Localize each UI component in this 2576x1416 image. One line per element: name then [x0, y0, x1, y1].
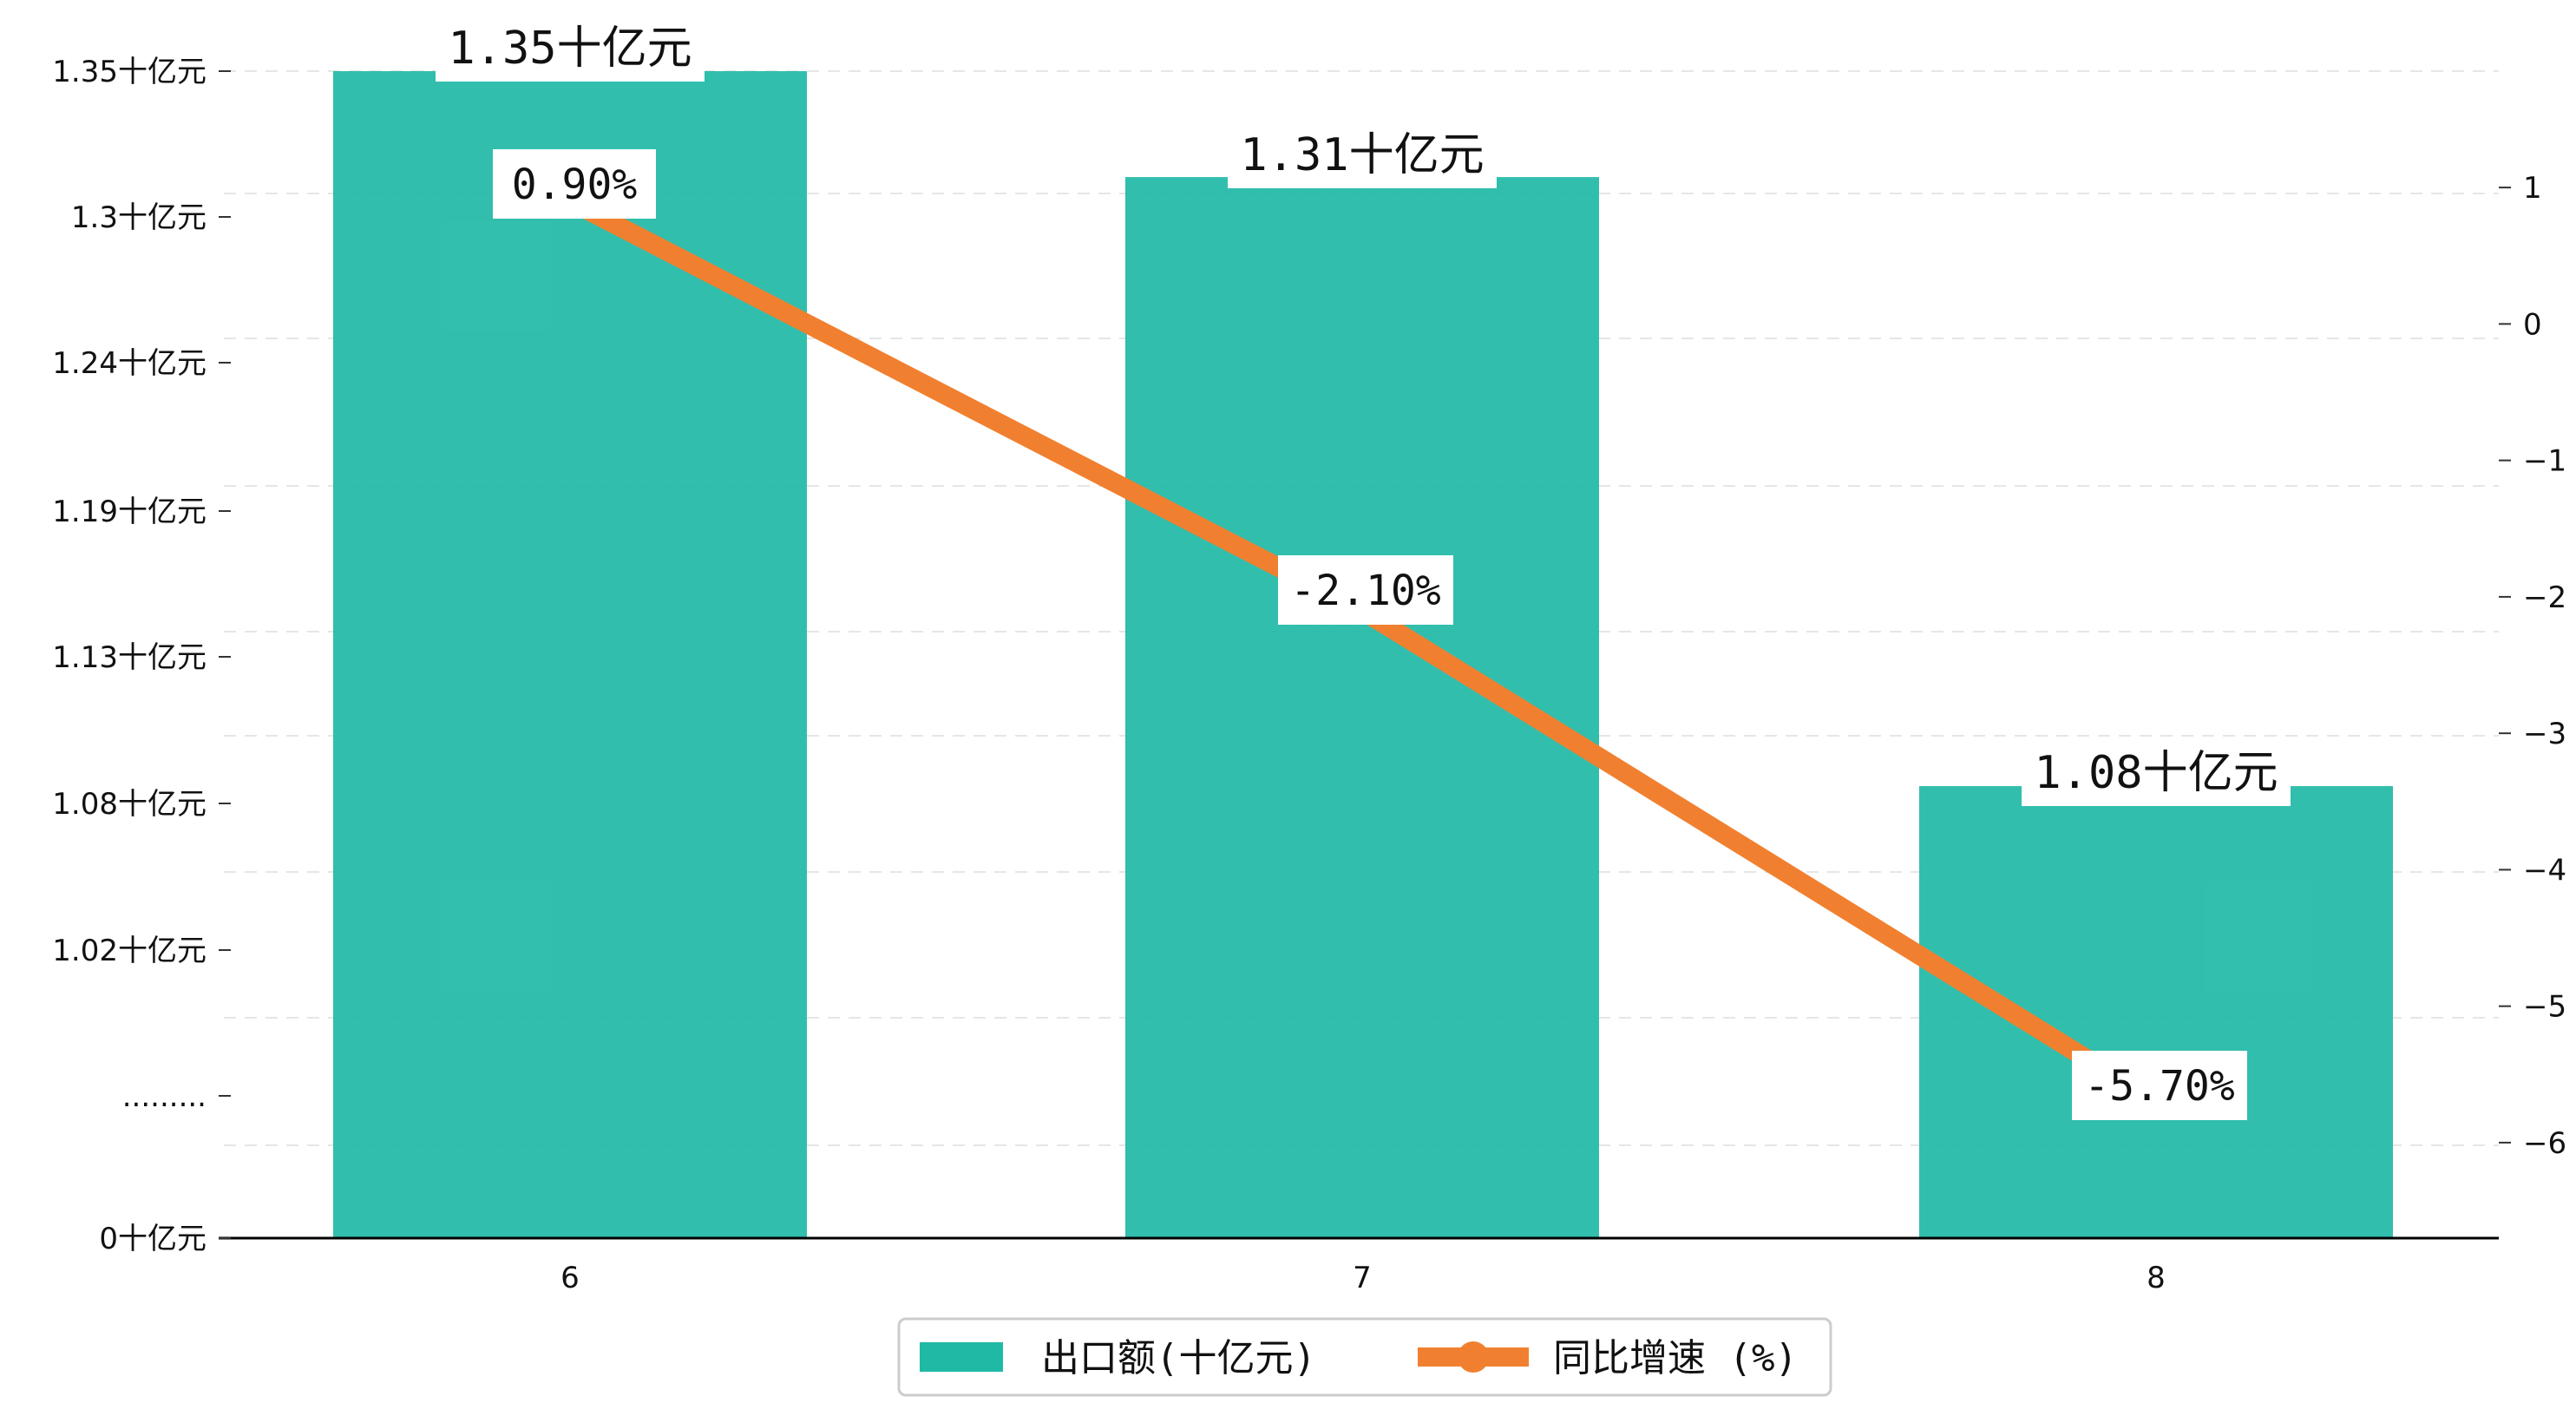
bar-value-label-bg	[436, 14, 705, 82]
legend-marker-growth	[1458, 1341, 1489, 1373]
y-right-tick-label: 1	[2523, 171, 2542, 206]
y-left-tick-label: 1.02十亿元	[52, 934, 206, 968]
y-right-tick-label: −2	[2523, 580, 2566, 615]
legend[interactable]: 出口额(十亿元) 同比增速 (%)	[897, 1317, 1832, 1397]
bar-value-label-text: 1.35十亿元	[448, 23, 692, 75]
legend-swatch-exports	[920, 1342, 1003, 1372]
x-tick-label: 8	[2147, 1261, 2166, 1295]
x-tick-label: 6	[560, 1261, 580, 1295]
growth-value-label-bg	[493, 149, 656, 219]
growth-value-label: -5.70%	[2072, 1051, 2247, 1120]
bar-6	[333, 71, 807, 1238]
legend-label-growth[interactable]: 同比增速 (%)	[1553, 1336, 1798, 1380]
bar-value-label-bg	[2022, 738, 2291, 806]
y-left-tick-label: 1.19十亿元	[52, 495, 206, 529]
bar-value-label-bg	[1228, 121, 1497, 188]
bar-value-label: 1.35十亿元	[436, 14, 705, 82]
growth-value-label-bg	[1278, 555, 1453, 625]
y-left-tick-label: 1.13十亿元	[52, 640, 206, 675]
y-left-tick-label: 1.35十亿元	[52, 55, 206, 89]
axes: 6 7 8 0十亿元......... 1.02十亿元 1.08十亿元 1.13十亿元 1.1…	[52, 55, 2566, 1295]
y-right-tick-label: −3	[2523, 717, 2566, 751]
bar-value-label: 1.31十亿元	[1228, 121, 1497, 188]
growth-value-label: -2.10%	[1278, 555, 1453, 625]
growth-value-label-bg	[2072, 1051, 2247, 1120]
y-right-tick-label: −4	[2523, 853, 2566, 888]
bar-value-label-text: 1.08十亿元	[2034, 747, 2278, 799]
bar-value-label-text: 1.31十亿元	[1240, 129, 1484, 181]
y-right-tick-label: −6	[2523, 1126, 2566, 1161]
y-left-tick-label: .........	[122, 1079, 206, 1114]
x-tick-label: 7	[1353, 1261, 1372, 1295]
legend-label-exports[interactable]: 出口额(十亿元)	[1041, 1336, 1316, 1380]
growth-value-label-text: 0.90%	[512, 161, 638, 209]
legend-box	[897, 1317, 1832, 1397]
growth-value-label: 0.90%	[493, 149, 656, 219]
y-left-tick-label: 1.3十亿元	[71, 200, 206, 235]
y-right-tick-label: −1	[2523, 444, 2566, 479]
growth-value-label-text: -5.70%	[2084, 1062, 2234, 1111]
y-left-tick-label: 0十亿元	[99, 1222, 206, 1256]
y-right-tick-label: 0	[2523, 307, 2542, 342]
bar-value-label: 1.08十亿元	[2022, 738, 2291, 806]
growth-value-label-text: -2.10%	[1290, 567, 1440, 615]
y-left-tick-label: 1.24十亿元	[52, 346, 206, 381]
y-left-tick-label: 1.08十亿元	[52, 787, 206, 822]
bar-8	[1919, 786, 2393, 1238]
data-labels: 1.35十亿元 1.31十亿元 1.08十亿元 0.90% -2.10% -5.70%	[436, 14, 2291, 1120]
y-right-tick-label: −5	[2523, 990, 2566, 1025]
